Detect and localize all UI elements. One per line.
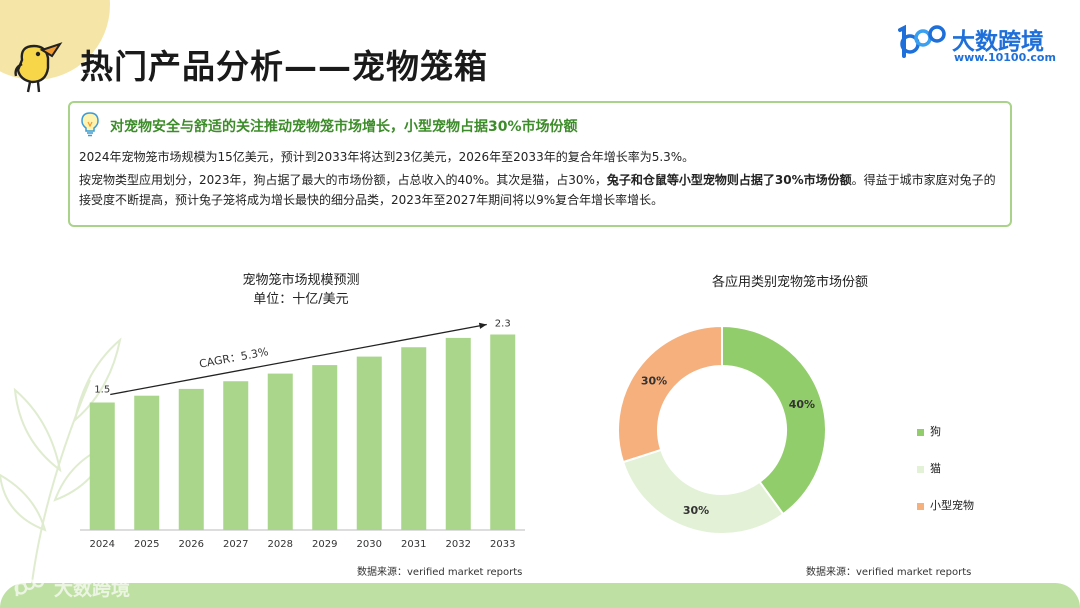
- x-tick-label: 2030: [357, 539, 382, 550]
- legend-label: 猫: [930, 462, 941, 475]
- legend-item: 小型宠物: [917, 497, 974, 513]
- legend-label: 狗: [930, 425, 941, 438]
- brand-100-icon: [898, 24, 946, 58]
- bar-chart-source: 数据来源：verified market reports: [357, 567, 523, 578]
- x-tick-label: 2028: [268, 539, 293, 550]
- x-tick-label: 2031: [401, 539, 426, 550]
- donut-slice: [721, 324, 827, 516]
- x-tick-label: 2029: [312, 539, 337, 550]
- legend-item: 狗: [917, 423, 941, 439]
- summary-paragraph-2-part-b: 。得益于城市家庭对兔子的接受度不断提高，预计兔子笼将成为增长最快的细分品类，20…: [79, 173, 996, 207]
- legend-item: 猫: [917, 460, 941, 476]
- footer-watermark: 大数跨境: [8, 574, 148, 602]
- x-tick-label: 2032: [446, 539, 471, 550]
- donut-chart: 40% 30% 30%: [617, 324, 827, 535]
- donut-chart-source: 数据来源：verified market reports: [806, 567, 972, 578]
- slice-value-label: 30%: [641, 375, 667, 388]
- bar: [223, 381, 249, 530]
- legend-label: 小型宠物: [930, 499, 974, 512]
- legend-swatch: [917, 502, 924, 510]
- donut-chart-title: 各应用类别宠物笼市场份额: [711, 275, 868, 290]
- bar: [356, 356, 382, 530]
- brand-name: 大数跨境: [952, 29, 1044, 55]
- bar-chart-subtitle: 单位：十亿/美元: [253, 292, 349, 307]
- bird-mascot-icon: [14, 42, 63, 93]
- bar: [178, 388, 204, 530]
- cagr-arrow-line: [110, 323, 487, 396]
- summary-paragraph-2-bold: 兔子和仓鼠等小型宠物则占据了30%市场份额: [606, 173, 852, 187]
- slice-value-label: 30%: [683, 504, 709, 517]
- summary-headline: 对宠物安全与舒适的关注推动宠物笼市场增长，小型宠物占据30%市场份额: [110, 119, 578, 135]
- x-tick-label: 2024: [90, 539, 115, 550]
- x-tick-label: 2033: [490, 539, 515, 550]
- bar: [134, 395, 160, 530]
- legend-swatch: [917, 428, 924, 436]
- cagr-arrow-head: [478, 322, 487, 329]
- summary-paragraph-2: 按宠物类型应用划分，2023年，狗占据了最大的市场份额，占总收入的40%。其次是…: [79, 170, 999, 210]
- footer-bar: [0, 583, 1080, 608]
- brand-logo: 大数跨境 www.10100.com: [896, 22, 1056, 68]
- watermark-text: 大数跨境: [54, 578, 131, 600]
- data-label: 2.3: [495, 319, 511, 330]
- page-title: 热门产品分析——宠物笼箱: [80, 47, 488, 86]
- donut-slice: [617, 324, 723, 464]
- donut-slice: [621, 448, 785, 535]
- brand-url: www.10100.com: [954, 51, 1056, 64]
- bar: [89, 402, 115, 530]
- data-label: 1.5: [94, 385, 110, 396]
- summary-box: 对宠物安全与舒适的关注推动宠物笼市场增长，小型宠物占据30%市场份额 2024年…: [68, 101, 1012, 227]
- bar: [312, 365, 338, 530]
- bar: [445, 337, 471, 530]
- bar: [267, 373, 293, 530]
- bar-chart-title-block: 宠物笼市场规模预测 单位：十亿/美元: [196, 271, 406, 309]
- x-tick-label: 2026: [179, 539, 204, 550]
- lightbulb-icon: [81, 112, 99, 137]
- summary-paragraph-2-part-a: 按宠物类型应用划分，2023年，狗占据了最大的市场份额，占总收入的40%。其次是…: [79, 173, 607, 187]
- bar: [401, 347, 427, 530]
- legend-swatch: [917, 465, 924, 473]
- x-tick-label: 2025: [134, 539, 159, 550]
- watermark-logo-icon: [13, 575, 45, 597]
- slice-value-label: 40%: [789, 398, 815, 411]
- x-tick-label: 2027: [223, 539, 248, 550]
- bar: [490, 334, 516, 530]
- summary-paragraph-1: 2024年宠物笼市场规模为15亿美元，预计到2033年将达到23亿美元，2026…: [79, 150, 695, 164]
- bar-chart: 2024 2025 2026 2027 2028 2029 2030 2031 2032 2033…: [80, 319, 525, 550]
- bar-chart-title: 宠物笼市场规模预测: [242, 273, 360, 288]
